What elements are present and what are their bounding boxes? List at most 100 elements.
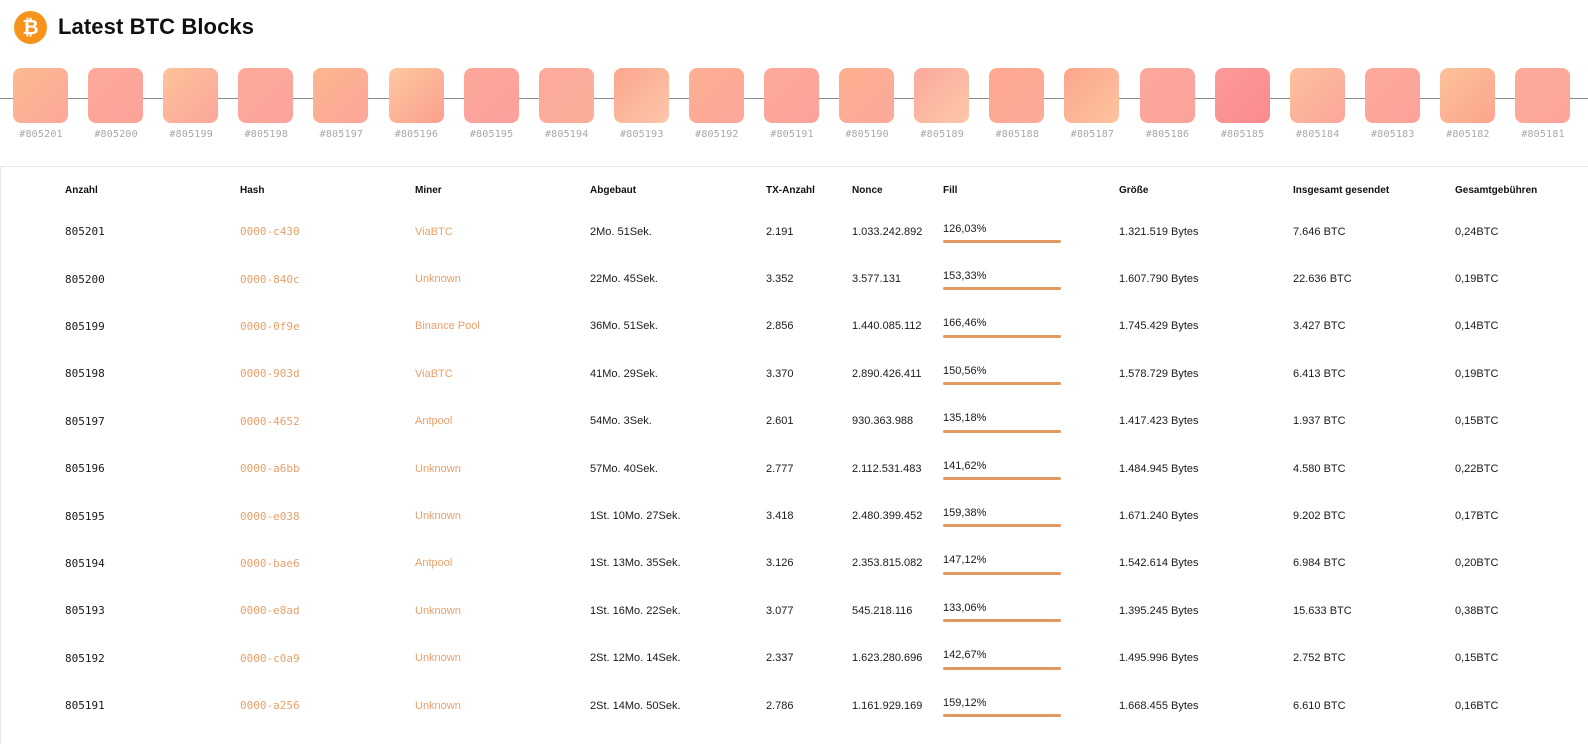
hash-link[interactable]: 0000-e8ad (240, 604, 300, 618)
block-tile[interactable]: #805192 (688, 68, 745, 140)
miner-link[interactable]: Unknown (415, 699, 461, 712)
hash-link[interactable]: 0000-4652 (240, 414, 300, 428)
miner-link[interactable]: Unknown (415, 604, 461, 617)
block-cube[interactable] (388, 68, 444, 123)
hash-link[interactable]: 0000-840c (240, 272, 300, 286)
block-cube[interactable] (463, 68, 519, 123)
hash-link[interactable]: 0000-903d (240, 367, 300, 381)
block-tile[interactable]: #805185 (1214, 68, 1271, 140)
table-row[interactable]: 805194 0000-bae6 Antpool 1St. 13Mo. 35Sek. 3… (0, 540, 1588, 587)
table-row[interactable]: 805191 0000-a256 Unknown 2St. 14Mo. 50Sek. 2… (0, 682, 1588, 729)
table-row[interactable]: 805195 0000-e038 Unknown 1St. 10Mo. 27Sek. 3… (0, 492, 1588, 539)
block-tile[interactable]: #805190 (839, 68, 895, 140)
col-header-height[interactable]: Anzahl (65, 184, 98, 196)
block-tile[interactable]: #805197 (313, 68, 369, 140)
block-tile[interactable]: #805191 (764, 68, 820, 140)
block-tile[interactable]: #805193 (613, 68, 670, 140)
col-header-total-fees[interactable]: Gesamtgebühren (1455, 184, 1538, 196)
miner-link[interactable]: Unknown (415, 510, 461, 523)
block-cube[interactable] (313, 68, 369, 123)
miner-link[interactable]: Antpool (415, 415, 453, 428)
col-header-total-sent[interactable]: Insgesamt gesendet (1293, 184, 1390, 196)
block-cube[interactable] (613, 68, 669, 123)
fill-bar (943, 382, 1061, 386)
table-row[interactable]: 805196 0000-a6bb Unknown 57Mo. 40Sek. 2.777 2… (0, 445, 1588, 492)
cell-total-fees: 0,24BTC (1455, 225, 1499, 238)
block-tile[interactable]: #805184 (1289, 68, 1346, 140)
miner-link[interactable]: Unknown (415, 462, 461, 475)
miner-link[interactable]: Unknown (415, 652, 461, 665)
table-row[interactable]: 805192 0000-c0a9 Unknown 2St. 12Mo. 14Sek. 2… (0, 635, 1588, 682)
block-tile[interactable]: #805201 (13, 68, 69, 140)
block-tile[interactable]: #805199 (163, 68, 219, 140)
block-label: #805181 (1521, 129, 1565, 140)
col-header-hash[interactable]: Hash (240, 184, 265, 196)
block-tile[interactable]: #805183 (1364, 68, 1421, 140)
hash-link[interactable]: 0000-e038 (240, 509, 300, 523)
hash-link[interactable]: 0000-c0a9 (240, 651, 300, 665)
block-tile[interactable]: #805186 (1139, 68, 1196, 140)
hash-link[interactable]: 0000-0f9e (240, 319, 300, 333)
miner-link[interactable]: ViaBTC (415, 367, 453, 380)
cell-size: 1.321.519 Bytes (1119, 225, 1199, 238)
block-cube[interactable] (1289, 68, 1345, 123)
cell-total-sent: 6.610 BTC (1293, 699, 1346, 712)
block-cube[interactable] (989, 68, 1045, 123)
col-header-fill[interactable]: Fill (943, 184, 958, 196)
miner-link[interactable]: Binance Pool (415, 320, 480, 333)
cell-size: 1.745.429 Bytes (1119, 320, 1199, 333)
block-cube[interactable] (1364, 68, 1420, 123)
hash-link[interactable]: 0000-a256 (240, 699, 300, 713)
table-row[interactable]: 805199 0000-0f9e Binance Pool 36Mo. 51Sek. 2… (0, 303, 1588, 350)
hash-link[interactable]: 0000-bae6 (240, 556, 300, 570)
block-cube[interactable] (538, 68, 594, 123)
block-tile[interactable]: #805195 (463, 68, 520, 140)
block-tile[interactable]: #805182 (1439, 68, 1496, 140)
block-cube[interactable] (764, 68, 819, 123)
block-tile[interactable]: #805189 (914, 68, 970, 140)
block-cube[interactable] (13, 68, 68, 123)
table-row[interactable]: 805201 0000-c430 ViaBTC 2Mo. 51Sek. 2.191 1.0… (0, 208, 1588, 255)
block-cube[interactable] (839, 68, 895, 123)
col-header-nonce[interactable]: Nonce (852, 184, 883, 196)
cell-size: 1.607.790 Bytes (1119, 273, 1199, 286)
table-row[interactable]: 805198 0000-903d ViaBTC 41Mo. 29Sek. 3.370 2.… (0, 350, 1588, 397)
block-cube[interactable] (1064, 68, 1120, 123)
cell-mined: 36Mo. 51Sek. (590, 320, 658, 333)
block-tile[interactable]: #805198 (238, 68, 294, 140)
block-cube[interactable] (88, 68, 144, 123)
hash-link[interactable]: 0000-c430 (240, 225, 300, 239)
block-cube[interactable] (163, 68, 219, 123)
col-header-mined[interactable]: Abgebaut (590, 184, 637, 196)
fill-percent: 147,12% (943, 554, 987, 567)
miner-link[interactable]: Unknown (415, 273, 461, 286)
col-header-tx-count[interactable]: TX-Anzahl (766, 184, 815, 196)
block-label: #805199 (169, 129, 213, 140)
block-tile[interactable]: #805200 (88, 68, 144, 140)
block-cube[interactable] (914, 68, 970, 123)
miner-link[interactable]: Antpool (415, 557, 453, 570)
fill-bar-track (943, 713, 1061, 717)
block-cube[interactable] (1139, 68, 1195, 123)
cell-tx-count: 3.077 (766, 604, 794, 617)
block-cube[interactable] (688, 68, 744, 123)
col-header-miner[interactable]: Miner (415, 184, 442, 196)
table-row[interactable]: 805193 0000-e8ad Unknown 1St. 16Mo. 22Sek. 3… (0, 587, 1588, 634)
cell-nonce: 1.161.929.169 (852, 699, 923, 712)
cell-total-fees: 0,17BTC (1455, 510, 1499, 523)
miner-link[interactable]: ViaBTC (415, 225, 453, 238)
block-tile[interactable]: #805194 (538, 68, 595, 140)
col-header-size[interactable]: Größe (1119, 184, 1149, 196)
block-cube[interactable] (1439, 68, 1495, 123)
table-row[interactable]: 805200 0000-840c Unknown 22Mo. 45Sek. 3.352 3… (0, 255, 1588, 302)
table-row[interactable]: 805197 0000-4652 Antpool 54Mo. 3Sek. 2.601 93… (0, 398, 1588, 445)
block-tile[interactable]: #805196 (388, 68, 445, 140)
block-tile[interactable]: #805187 (1064, 68, 1120, 140)
block-tile[interactable]: #805181 (1515, 68, 1571, 140)
block-cube[interactable] (238, 68, 294, 123)
block-cube[interactable] (1515, 68, 1570, 123)
block-cube[interactable] (1214, 68, 1270, 123)
block-tile[interactable]: #805188 (989, 68, 1045, 140)
hash-link[interactable]: 0000-a6bb (240, 462, 300, 476)
cell-total-fees: 0,15BTC (1455, 415, 1499, 428)
